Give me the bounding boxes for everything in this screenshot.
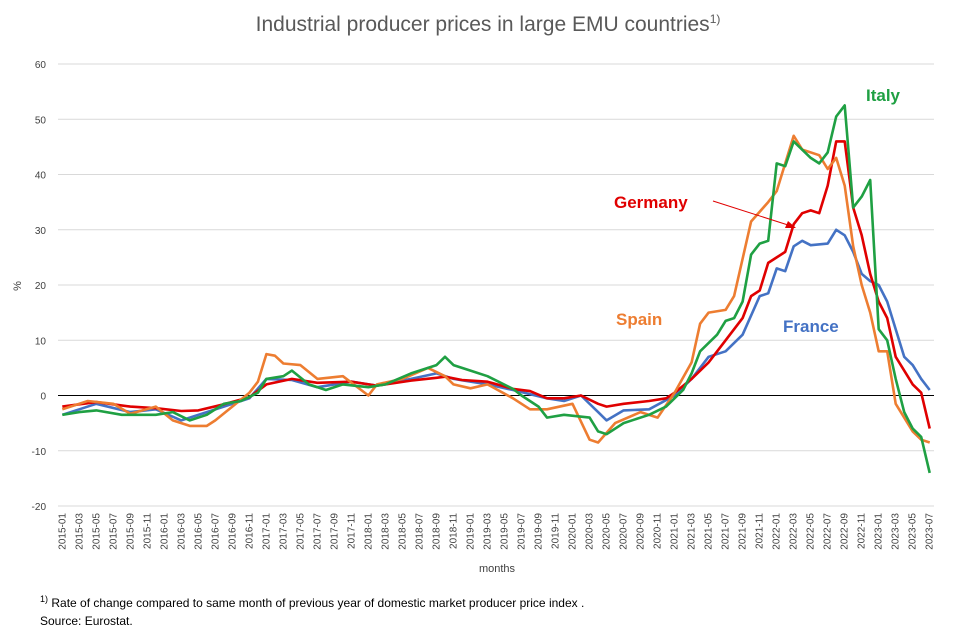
footnote: 1) Rate of change compared to same month…: [40, 590, 584, 630]
x-tick-label: 2016-11: [244, 513, 255, 549]
series-lines: [61, 104, 931, 474]
y-tick-label: 10: [35, 336, 47, 347]
x-tick-label: 2020-09: [636, 513, 647, 550]
x-tick-label: 2016-07: [210, 513, 221, 550]
x-tick-label: 2023-03: [891, 513, 902, 550]
footnote-marker: 1): [40, 594, 49, 604]
series-label-spain: Spain: [616, 310, 662, 329]
x-tick-label: 2016-03: [176, 513, 187, 550]
x-tick-label: 2017-11: [346, 513, 357, 549]
x-tick-label: 2021-03: [687, 513, 698, 550]
y-tick-label: 40: [35, 171, 47, 182]
x-tick-label: 2017-05: [295, 513, 306, 550]
x-tick-label: 2016-09: [227, 513, 238, 550]
y-axis-ticks: -20 -10 0 10 20 30 40 50 60: [32, 60, 47, 513]
x-tick-label: 2018-05: [397, 513, 408, 550]
x-tick-label: 2020-01: [568, 513, 579, 550]
x-tick-label: 2023-07: [925, 513, 936, 550]
x-axis-ticks: 2015-01 2015-03 2015-05 2015-07 2015-09 2015-…: [57, 513, 935, 550]
chart-title-footnote-marker: 1): [709, 12, 721, 26]
source-note: Source: Eurostat.: [40, 614, 133, 628]
x-tick-label: 2021-01: [670, 513, 681, 550]
x-tick-label: 2023-01: [874, 513, 885, 550]
y-tick-label: 30: [35, 226, 47, 237]
y-tick-label: -10: [32, 447, 47, 458]
x-tick-label: 2017-07: [312, 513, 323, 550]
y-axis-title: %: [12, 281, 24, 291]
x-tick-label: 2023-05: [908, 513, 919, 550]
x-tick-label: 2022-01: [772, 513, 783, 550]
series-label-germany: Germany: [614, 193, 688, 212]
x-tick-label: 2021-05: [704, 513, 715, 550]
x-tick-label: 2022-03: [789, 513, 800, 550]
y-tick-label: -20: [32, 502, 47, 513]
series-line-spain: [61, 134, 931, 444]
x-tick-label: 2018-01: [363, 513, 374, 550]
gridlines: [58, 63, 934, 507]
x-tick-label: 2015-01: [57, 513, 68, 550]
x-tick-label: 2015-05: [91, 513, 102, 550]
x-tick-label: 2017-09: [329, 513, 340, 550]
x-tick-label: 2021-11: [755, 513, 766, 549]
x-tick-label: 2015-03: [74, 513, 85, 550]
x-tick-label: 2018-07: [414, 513, 425, 550]
x-tick-label: 2022-05: [806, 513, 817, 550]
x-tick-label: 2016-05: [193, 513, 204, 550]
germany-annotation-arrow: [712, 200, 796, 228]
x-tick-label: 2019-01: [465, 513, 476, 550]
x-tick-label: 2020-03: [585, 513, 596, 550]
series-label-france: France: [783, 317, 839, 336]
y-tick-label: 60: [35, 60, 47, 71]
footnote-text: Rate of change compared to same month of…: [51, 596, 585, 610]
chart-title-text: Industrial producer prices in large EMU …: [255, 13, 710, 36]
x-tick-label: 2022-07: [823, 513, 834, 550]
chart-title: Industrial producer prices in large EMU …: [0, 12, 976, 37]
x-tick-label: 2019-09: [534, 513, 545, 550]
x-tick-label: 2015-07: [108, 513, 119, 550]
x-tick-label: 2020-11: [653, 513, 664, 549]
x-axis-title: months: [479, 563, 516, 575]
x-tick-label: 2022-11: [857, 513, 868, 549]
x-tick-label: 2021-09: [738, 513, 749, 550]
y-tick-label: 50: [35, 115, 47, 126]
x-tick-label: 2017-01: [261, 513, 272, 550]
x-tick-label: 2022-09: [840, 513, 851, 550]
y-tick-label: 20: [35, 281, 47, 292]
series-line-italy: [62, 104, 931, 474]
x-tick-label: 2015-09: [125, 513, 136, 550]
x-tick-label: 2019-07: [517, 513, 528, 550]
x-tick-label: 2020-05: [602, 513, 613, 550]
x-tick-label: 2018-11: [448, 513, 459, 549]
y-tick-label: 0: [40, 392, 46, 403]
x-tick-label: 2019-05: [500, 513, 511, 550]
x-tick-label: 2019-03: [482, 513, 493, 550]
x-tick-label: 2018-09: [431, 513, 442, 550]
x-tick-label: 2020-07: [619, 513, 630, 550]
x-tick-label: 2016-01: [159, 513, 170, 550]
x-tick-label: 2021-07: [721, 513, 732, 550]
x-tick-label: 2017-03: [278, 513, 289, 550]
series-label-italy: Italy: [866, 86, 901, 105]
x-tick-label: 2018-03: [380, 513, 391, 550]
x-tick-label: 2015-11: [142, 513, 153, 549]
x-tick-label: 2019-11: [551, 513, 562, 549]
footnote-line: 1) Rate of change compared to same month…: [40, 590, 584, 612]
